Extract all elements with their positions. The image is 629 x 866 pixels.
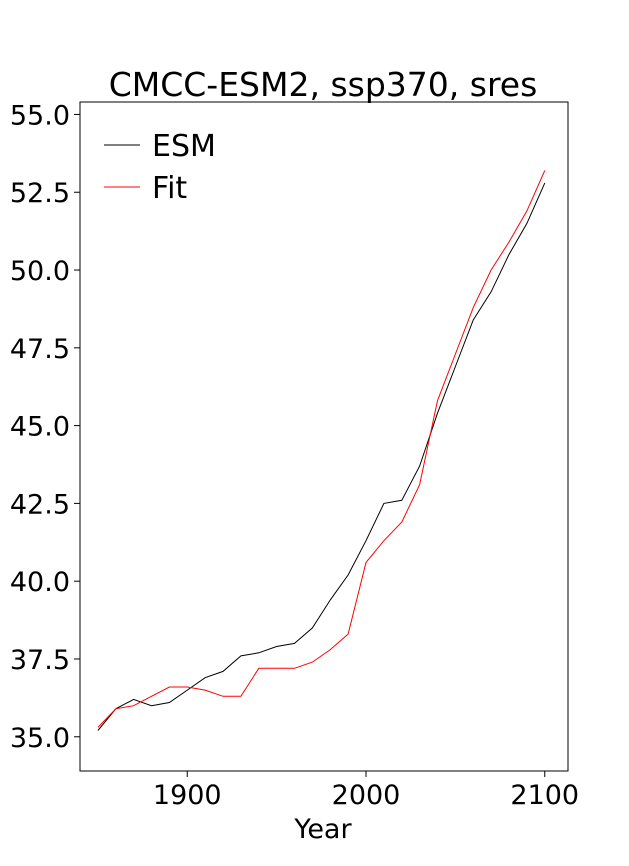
y-tick-label: 50.0	[10, 256, 70, 287]
y-tick-label: 37.5	[10, 645, 70, 676]
legend-label-fit: Fit	[152, 171, 187, 206]
x-tick-label: 2100	[510, 780, 579, 811]
x-axis: 1900 2000 2100	[153, 771, 579, 811]
y-tick-label: 55.0	[10, 100, 70, 131]
plot-area	[79, 101, 569, 772]
y-tick-label: 52.5	[10, 178, 70, 209]
legend-label-esm: ESM	[152, 129, 216, 164]
x-axis-label: Year	[293, 814, 352, 845]
y-tick-label: 42.5	[10, 489, 70, 520]
y-tick-label: 45.0	[10, 412, 70, 443]
x-tick-label: 2000	[332, 780, 401, 811]
x-tick-label: 1900	[153, 780, 222, 811]
series-lines	[97, 170, 546, 731]
y-tick-label: 47.5	[10, 334, 70, 365]
legend: ESM Fit	[104, 129, 216, 206]
chart-title: CMCC-ESM2, ssp370, sres	[109, 65, 538, 104]
y-tick-label: 35.0	[10, 723, 70, 754]
plot-frame	[79, 101, 569, 772]
series-line-esm	[97, 182, 546, 731]
series-line-fit	[97, 170, 546, 728]
y-axis: 35.0 37.5 40.0 42.5 45.0 47.5 50.0 52.5 55.0	[10, 100, 80, 754]
y-tick-label: 40.0	[10, 567, 70, 598]
